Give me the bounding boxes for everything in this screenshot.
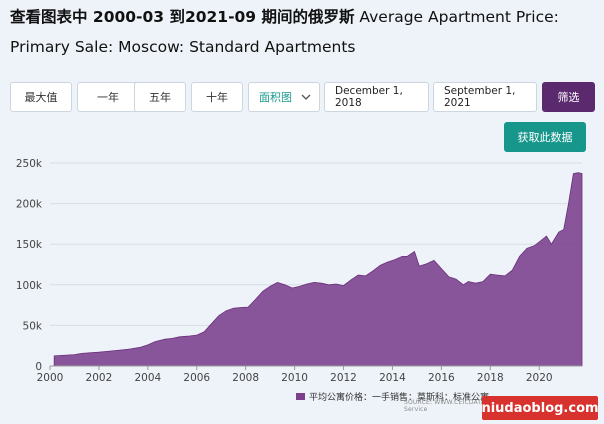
x-tick-label: 2018 <box>477 372 504 384</box>
ten-year-button[interactable]: 十年 <box>191 82 243 112</box>
y-tick-label: 250k <box>16 158 43 170</box>
chart-type-value: 面积图 <box>259 91 292 104</box>
y-tick-label: 0 <box>35 361 42 373</box>
x-tick-label: 2014 <box>379 372 406 384</box>
legend: 平均公寓价格：一手销售：莫斯科：标准公寓 <box>296 390 489 403</box>
five-year-button[interactable]: 五年 <box>134 82 186 112</box>
watermark-logo: niudaoblog.com <box>481 396 599 420</box>
title-range: 2000-03 到2021-09 期间的俄罗斯 <box>92 8 355 26</box>
end-date-input[interactable]: September 1, 2021 <box>433 82 537 112</box>
legend-swatch <box>296 393 305 400</box>
legend-label: 平均公寓价格：一手销售：莫斯科：标准公寓 <box>309 393 490 403</box>
y-tick-label: 50k <box>23 320 43 332</box>
series-area <box>53 172 583 367</box>
filter-button[interactable]: 筛选 <box>542 82 595 112</box>
x-tick-label: 2016 <box>428 372 455 384</box>
chart-type-select[interactable]: 面积图 <box>248 82 320 112</box>
start-date-input[interactable]: December 1, 2018 <box>324 82 429 112</box>
x-tick-label: 2002 <box>86 372 113 384</box>
chart-title: 查看图表中 2000-03 到2021-09 期间的俄罗斯 Average Ap… <box>10 2 600 62</box>
y-tick-label: 100k <box>16 280 43 292</box>
max-range-button[interactable]: 最大值 <box>10 82 72 112</box>
one-year-button[interactable]: 一年 <box>77 82 139 112</box>
x-tick-label: 2010 <box>281 372 308 384</box>
x-tick-label: 2012 <box>330 372 357 384</box>
x-tick-label: 2004 <box>134 372 161 384</box>
y-tick-label: 150k <box>16 239 43 251</box>
chevron-down-icon <box>301 94 311 100</box>
x-tick-label: 2006 <box>183 372 210 384</box>
get-data-button[interactable]: 获取此数据 <box>504 122 586 152</box>
y-tick-label: 200k <box>16 199 43 211</box>
title-prefix: 查看图表中 <box>10 8 93 26</box>
title-series: Average Apartment Price: Primary Sale: M… <box>10 8 559 56</box>
x-tick-label: 2008 <box>232 372 259 384</box>
x-tick-label: 2020 <box>526 372 553 384</box>
x-tick-label: 2000 <box>37 372 64 384</box>
